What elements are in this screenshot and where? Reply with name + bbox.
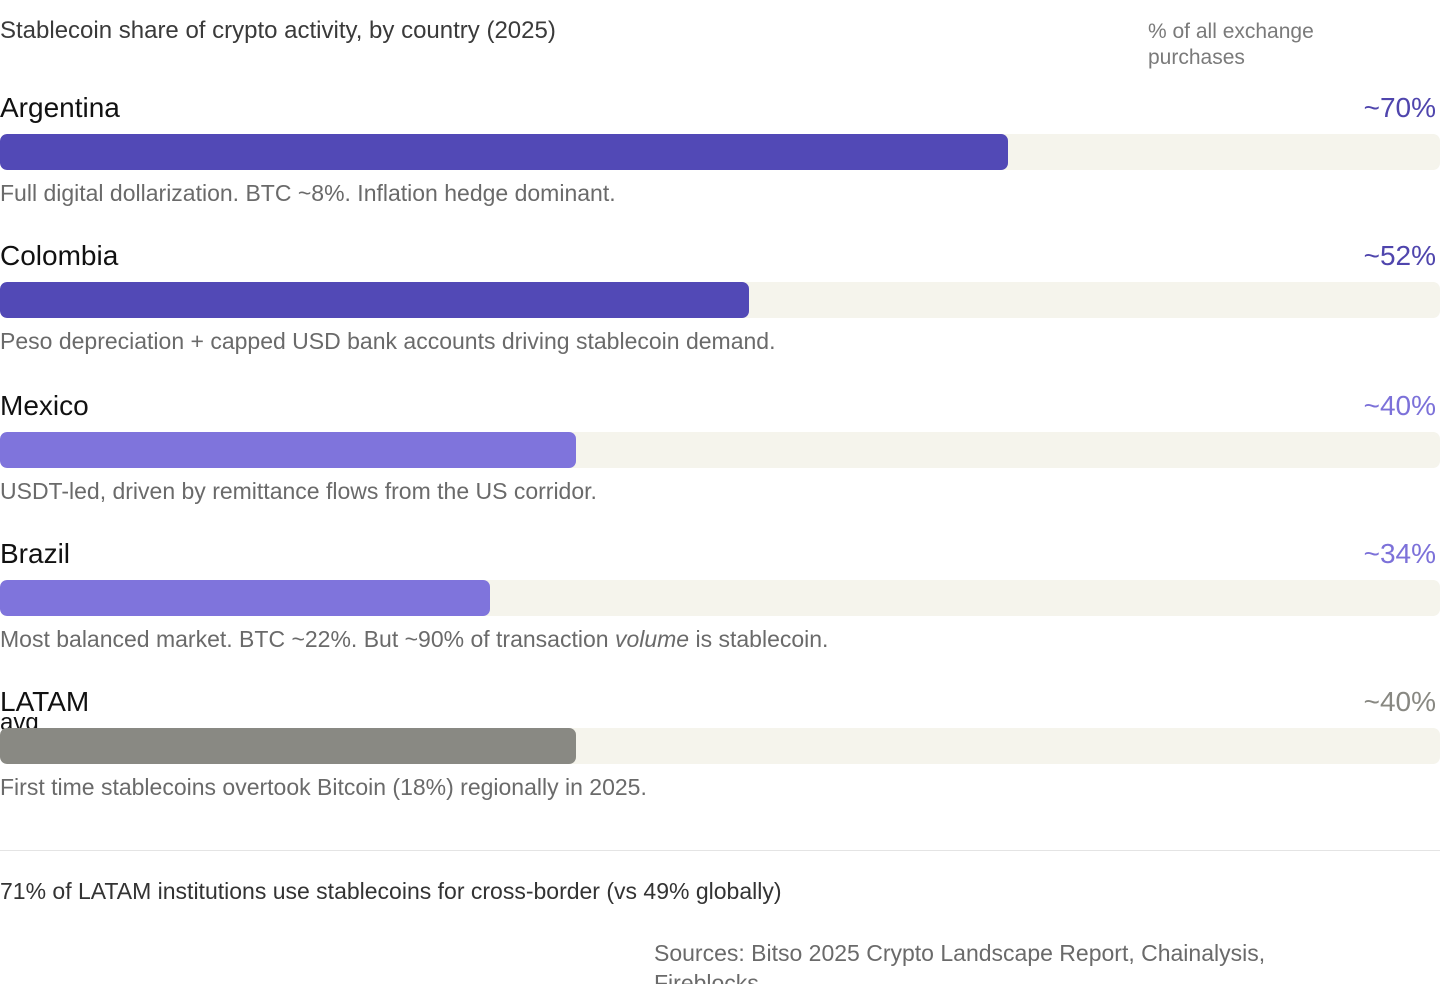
value-label: ~40% <box>1363 686 1436 717</box>
category-label: Argentina <box>0 92 120 123</box>
bar <box>0 282 749 318</box>
bar-track <box>0 580 1440 616</box>
bar <box>0 580 490 616</box>
bar-track <box>0 432 1440 468</box>
category-label: LATAM <box>0 686 90 717</box>
category-label: Mexico <box>0 390 89 421</box>
unit-label: % of all exchange purchases <box>1148 20 1314 69</box>
footnote: 71% of LATAM institutions use stablecoin… <box>0 878 782 904</box>
value-label: ~40% <box>1363 390 1436 421</box>
value-label: ~34% <box>1363 538 1436 569</box>
bar-note: Most balanced market. BTC ~22%. But ~90%… <box>0 626 829 652</box>
category-label: Colombia <box>0 240 119 271</box>
bar-row: Argentina ~70% Full digital dollarization.… <box>0 90 1440 220</box>
bar-track <box>0 282 1440 318</box>
bar <box>0 432 576 468</box>
value-label: ~52% <box>1363 240 1436 271</box>
sources-note: Sources: Bitso 2025 Crypto Landscape Rep… <box>654 940 1266 984</box>
bar-row: LATAM avg ~40% First time stablecoins overt… <box>0 684 1440 814</box>
bar <box>0 134 1008 170</box>
bar <box>0 728 576 764</box>
bar-track <box>0 134 1440 170</box>
bar-row: Colombia ~52% Peso depreciation + capped U… <box>0 238 1440 368</box>
divider <box>0 850 1440 851</box>
category-label: Brazil <box>0 538 71 569</box>
bar-note: First time stablecoins overtook Bitcoin … <box>0 774 647 800</box>
bar-row: Brazil ~34% Most balanced market. BTC ~22%… <box>0 536 1440 666</box>
bar-row: Mexico ~40% USDT-led, driven by remittance… <box>0 388 1440 518</box>
note-emphasis: volume <box>614 626 690 652</box>
bar-note: Peso depreciation + capped USD bank acco… <box>0 328 776 354</box>
value-label: ~70% <box>1363 92 1436 123</box>
bar-note: Full digital dollarization. BTC ~8%. Inf… <box>0 180 616 206</box>
chart-title: Stablecoin share of crypto activity, by … <box>0 17 556 44</box>
bar-track <box>0 728 1440 764</box>
bar-note: USDT-led, driven by remittance flows fro… <box>0 478 597 504</box>
